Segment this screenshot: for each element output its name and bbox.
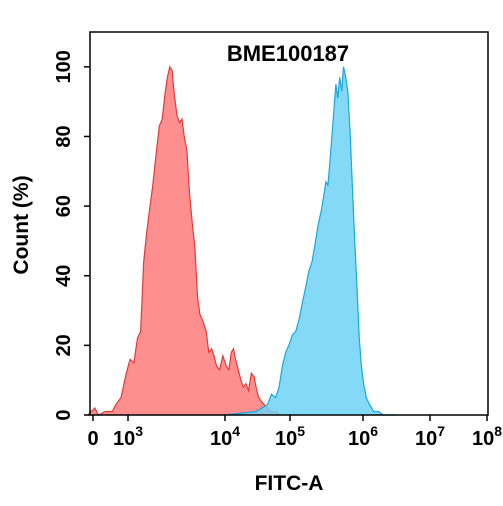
y-tick-label: 80 <box>53 125 75 147</box>
series-2-line <box>224 66 395 416</box>
x-tick-label: 104 <box>210 423 240 450</box>
axis-layer: 0 20 40 60 80 100 0 103 104 105 106 107 108 <box>53 50 502 450</box>
x-tick-label: 108 <box>472 423 502 450</box>
y-axis-label: Count (%) <box>10 175 33 274</box>
y-tick-label: 100 <box>53 50 75 83</box>
series-2-area <box>225 66 395 416</box>
y-tick-label: 40 <box>53 265 75 287</box>
x-tick-label: 0 <box>87 428 98 450</box>
y-tick-label: 0 <box>53 409 75 420</box>
x-tick-label: 105 <box>275 423 305 450</box>
y-tick-label: 20 <box>53 334 75 356</box>
series-1-line <box>87 65 281 416</box>
x-tick-label: 107 <box>415 423 445 450</box>
series-layer <box>87 65 395 416</box>
x-tick-label: 103 <box>113 423 143 450</box>
x-tick-label: 106 <box>348 423 378 450</box>
series-1-area <box>87 66 280 416</box>
chart-title: BME100187 <box>227 41 349 66</box>
y-tick-label: 60 <box>53 195 75 217</box>
x-axis-label: FITC-A <box>255 472 324 495</box>
plot-frame <box>89 31 489 416</box>
